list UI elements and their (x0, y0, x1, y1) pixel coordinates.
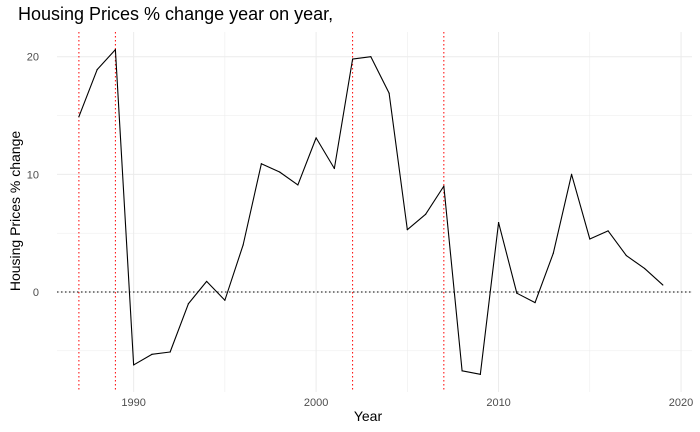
data-point (479, 373, 481, 375)
data-point (315, 137, 317, 139)
data-point (169, 351, 171, 353)
data-point (260, 163, 262, 165)
data-point (662, 284, 664, 286)
reference-lines (57, 32, 692, 392)
data-point (333, 167, 335, 170)
series-line (78, 49, 664, 375)
data-point (388, 92, 390, 94)
data-point (279, 171, 281, 173)
data-point (151, 353, 153, 355)
tick-labels: 1990 2000 2010 2020 0 10 20 (27, 52, 694, 409)
data-point (206, 280, 208, 283)
y-axis-title: Housing Prices % change (7, 131, 23, 292)
data-point (552, 252, 554, 254)
y-tick-label: 0 (33, 287, 39, 299)
data-point (114, 49, 116, 51)
data-point (589, 238, 591, 240)
data-point (461, 370, 463, 372)
data-point (242, 244, 244, 246)
x-tick-label: 2020 (669, 397, 693, 409)
data-point (187, 303, 189, 305)
y-tick-label: 20 (27, 52, 39, 64)
data-point (133, 364, 135, 366)
data-point (443, 185, 445, 187)
x-tick-label: 1990 (121, 397, 145, 409)
data-point (352, 58, 354, 60)
data-point (625, 254, 627, 257)
grid-layer (57, 32, 692, 392)
x-axis-title: Year (354, 408, 383, 424)
data-point (497, 221, 500, 224)
data-point (370, 56, 372, 58)
data-point (516, 292, 518, 294)
data-point (570, 173, 573, 175)
data-point (78, 116, 80, 118)
x-tick-label: 2010 (486, 397, 510, 409)
data-point (224, 299, 226, 301)
data-point (424, 213, 427, 215)
y-tick-label: 10 (27, 169, 39, 181)
data-point (96, 69, 98, 71)
data-point (607, 230, 609, 232)
data-point (297, 184, 299, 186)
data-point (643, 267, 646, 270)
data-point (534, 301, 536, 304)
x-tick-label: 2000 (304, 397, 328, 409)
chart-title: Housing Prices % change year on year, (18, 4, 334, 24)
data-point (406, 229, 408, 231)
series-layer (78, 49, 664, 375)
